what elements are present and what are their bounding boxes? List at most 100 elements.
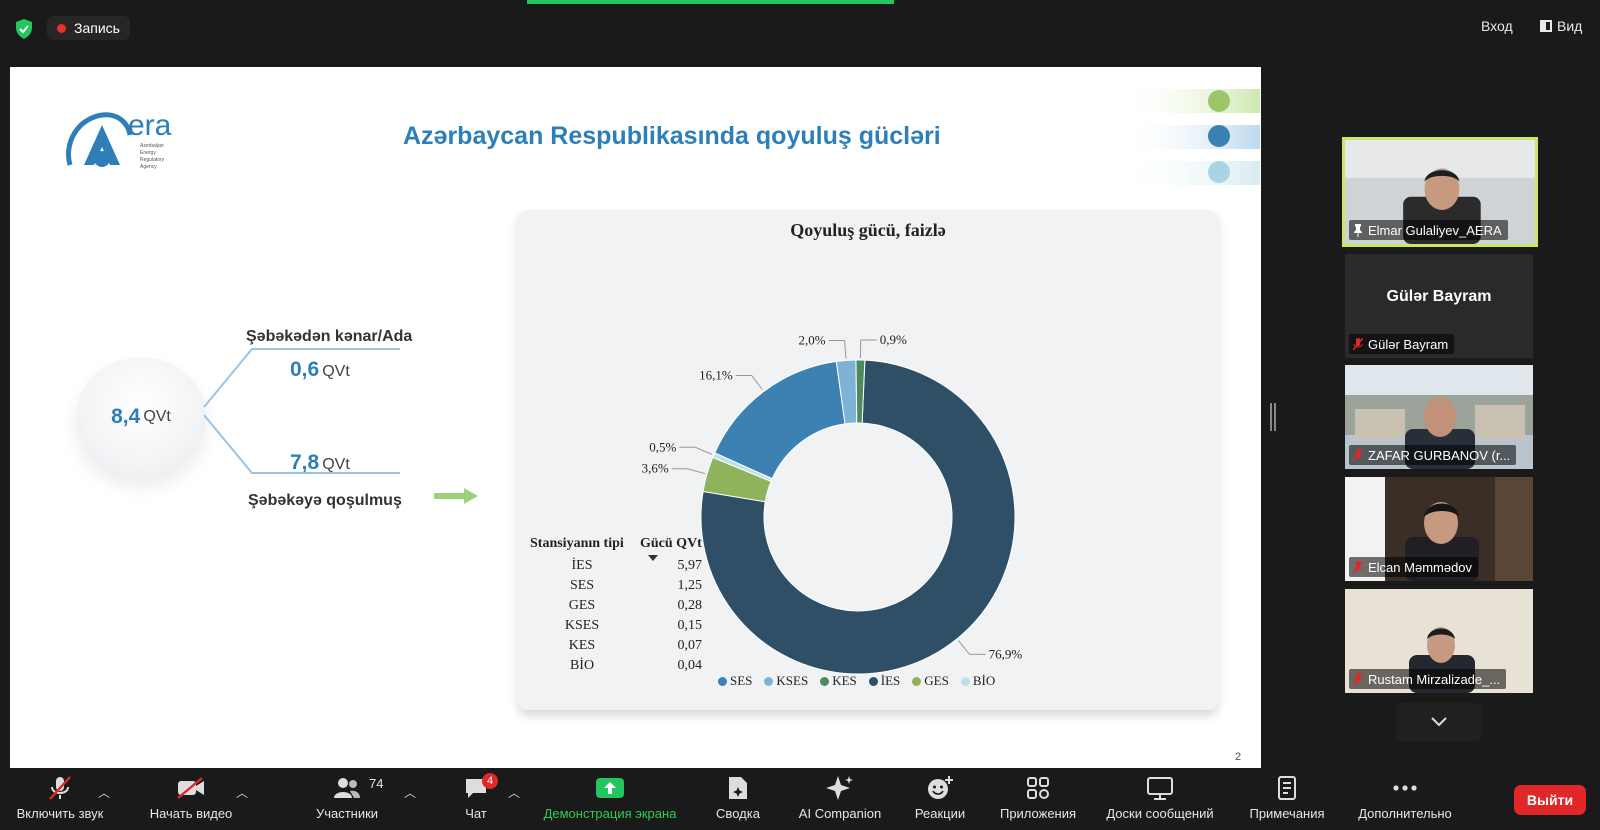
- grid-label: Şəbəkəyə qoşulmuş: [248, 492, 402, 509]
- legend-swatch: [912, 676, 922, 686]
- ai-companion-button[interactable]: AI Companion: [790, 770, 890, 830]
- offgrid-label: Şəbəkədən kənar/Ada: [246, 328, 413, 345]
- login-button[interactable]: Вход: [1481, 18, 1513, 34]
- slide-title: Azərbaycan Respublikasında qoyuluş güclə…: [403, 122, 941, 150]
- mic-muted-icon: [1353, 560, 1363, 573]
- chat-button[interactable]: 4 Чат: [446, 770, 506, 830]
- record-dot-icon: [57, 23, 66, 33]
- sort-arrow-icon[interactable]: [648, 555, 658, 561]
- legend-label: KES: [832, 673, 857, 688]
- participant-name-tag: Elcan Məmmədov: [1349, 557, 1479, 577]
- split-divider-handle[interactable]: [1270, 403, 1276, 431]
- grid-value: 7,8 QVt: [290, 451, 350, 474]
- video-options-caret-icon[interactable]: ︿: [236, 786, 249, 800]
- apps-button[interactable]: Приложения: [990, 770, 1086, 830]
- legend-label: KSES: [776, 673, 809, 688]
- reactions-button[interactable]: Реакции: [910, 770, 970, 830]
- participant-tile-active[interactable]: Elmar Gulaliyev_AERA: [1342, 137, 1538, 247]
- participant-name-tag: Gülər Bayram: [1349, 334, 1455, 354]
- legend-swatch: [820, 676, 830, 686]
- legend-item-kses: KSES: [764, 673, 808, 689]
- participant-tile[interactable]: Gülər Bayram Gülər Bayram: [1345, 254, 1533, 358]
- battery-icon: [1208, 161, 1230, 183]
- legend-swatch: [764, 676, 774, 686]
- legend-item-ges: GES: [912, 673, 949, 689]
- ai-companion-label: AI Companion: [798, 806, 882, 821]
- top-bar: Запись Вход Вид: [0, 0, 1600, 56]
- participant-name-tag: Rustam Mirzalizade_...: [1349, 669, 1507, 689]
- summary-button[interactable]: Сводка: [708, 770, 768, 830]
- shield-icon[interactable]: [14, 18, 34, 40]
- logo-text: era: [128, 109, 172, 142]
- whiteboards-button[interactable]: Доски сообщений: [1098, 770, 1222, 830]
- more-label: Дополнительно: [1358, 806, 1452, 821]
- participants-options-caret-icon[interactable]: ︿: [404, 786, 417, 800]
- audio-options-caret-icon[interactable]: ︿: [98, 786, 111, 800]
- legend-label: SES: [730, 673, 753, 688]
- participant-name-tag: Elmar Gulaliyev_AERA: [1349, 220, 1508, 240]
- shared-screen[interactable]: era Azerbaijan Energy Regulatory Agency …: [10, 67, 1261, 768]
- share-screen-button[interactable]: Демонстрация экрана: [536, 770, 684, 830]
- label-leader-line: [671, 468, 706, 475]
- legend-swatch: [960, 676, 970, 686]
- chat-icon: [466, 779, 486, 798]
- participants-button[interactable]: 74 Участники: [300, 770, 394, 830]
- apps-label: Приложения: [999, 806, 1077, 821]
- donut-slice-ses: [714, 360, 846, 480]
- notes-label: Примечания: [1249, 806, 1325, 821]
- notes-button[interactable]: Примечания: [1240, 770, 1334, 830]
- participant-tile[interactable]: Elcan Məmmədov: [1345, 477, 1533, 581]
- meeting-toolbar: Включить звук ︿ Начать видео ︿ 74 Участн…: [0, 770, 1600, 830]
- mic-off-icon: [49, 776, 71, 800]
- pin-icon: [1354, 223, 1362, 237]
- apps-icon: [1027, 777, 1049, 799]
- whiteboards-label: Доски сообщений: [1106, 806, 1214, 821]
- data-label-i̇es: 76,9%: [989, 646, 1023, 661]
- legend-item-ses: SES: [718, 673, 752, 689]
- table-row: İES 5,97: [571, 558, 703, 573]
- participants-icon: [334, 778, 360, 798]
- view-button[interactable]: Вид: [1540, 18, 1582, 34]
- legend-swatch: [718, 676, 727, 686]
- chevron-down-icon: [1431, 717, 1447, 727]
- legend-item-bi̇o: BİO: [960, 673, 995, 689]
- table-header: Stansiyanın tipi Gücü QVt: [530, 536, 710, 558]
- unmute-label: Включить звук: [16, 806, 104, 821]
- svg-text:Azerbaijan: Azerbaijan: [140, 143, 164, 149]
- view-label: Вид: [1557, 18, 1583, 34]
- chart-legend: SES KSES KES İES GES BİO: [718, 673, 995, 689]
- video-off-icon: [177, 777, 204, 799]
- leave-meeting-button[interactable]: Выйти: [1514, 785, 1586, 815]
- participant-tile[interactable]: Rustam Mirzalizade_...: [1345, 589, 1533, 693]
- data-label-ges: 3,6%: [642, 461, 669, 476]
- active-speaker-strip: [527, 0, 894, 4]
- svg-text:Agency: Agency: [140, 164, 157, 170]
- table-row: BİO 0,04: [569, 658, 702, 673]
- summary-label: Сводка: [716, 806, 760, 821]
- mic-muted-icon: [1353, 448, 1363, 461]
- gallery-scroll-down-button[interactable]: [1396, 703, 1482, 741]
- legend-label: İES: [880, 673, 901, 688]
- label-leader-line: [957, 640, 986, 655]
- aera-logo: era Azerbaijan Energy Regulatory Agency: [66, 109, 172, 170]
- label-leader-line: [859, 339, 877, 359]
- more-button[interactable]: Дополнительно: [1350, 770, 1460, 830]
- sparkle-icon: [826, 776, 853, 800]
- summary-icon: [729, 777, 747, 799]
- unmute-button[interactable]: Включить звук: [10, 770, 110, 830]
- branch-lines: [203, 348, 400, 474]
- participant-tile[interactable]: ZAFAR GURBANOV (r...: [1345, 365, 1533, 469]
- legend-item-i̇es: İES: [868, 673, 901, 689]
- whiteboard-icon: [1147, 777, 1173, 800]
- start-video-button[interactable]: Начать видео: [136, 770, 246, 830]
- share-screen-icon: [596, 778, 624, 798]
- slide-decor-icons: [1120, 89, 1260, 185]
- recording-indicator[interactable]: Запись: [47, 16, 130, 40]
- more-icon: [1393, 785, 1417, 791]
- offgrid-value: 0,6 QVt: [290, 358, 350, 381]
- data-label-kes: 0,9%: [880, 332, 907, 347]
- chat-options-caret-icon[interactable]: ︿: [508, 786, 521, 800]
- table-row: SES 1,25: [569, 578, 702, 593]
- data-label-kses: 2,0%: [799, 333, 826, 348]
